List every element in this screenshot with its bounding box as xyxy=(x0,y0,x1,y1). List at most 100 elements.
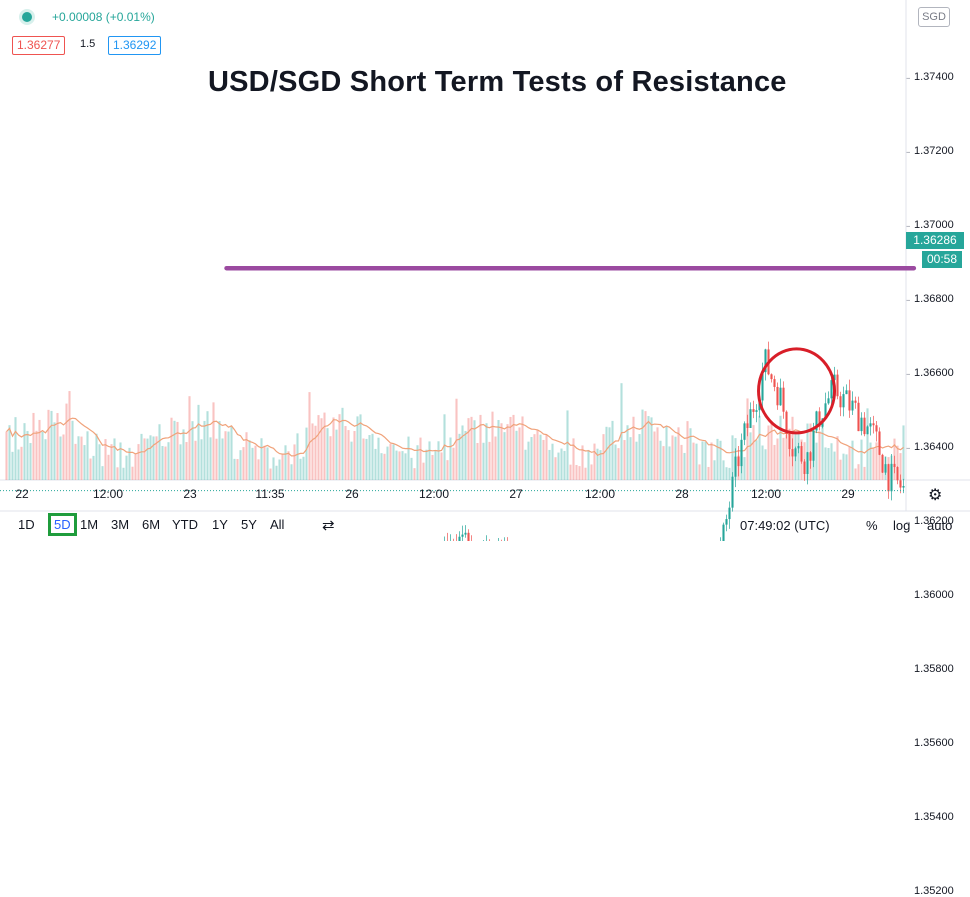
volume-bar xyxy=(701,441,704,480)
period-6m[interactable]: 6M xyxy=(142,517,161,532)
period-5y[interactable]: 5Y xyxy=(241,517,257,532)
volume-bar xyxy=(665,426,668,480)
volume-bar xyxy=(806,423,809,480)
y-tick-label: 1.35200 xyxy=(914,885,954,897)
volume-bar xyxy=(617,448,620,480)
volume-bar xyxy=(56,413,59,480)
volume-bar xyxy=(143,438,146,480)
volume-bar xyxy=(110,444,113,480)
volume-bar xyxy=(161,446,164,480)
volume-bar xyxy=(332,417,335,480)
candle-body xyxy=(890,463,893,492)
volume-bar xyxy=(830,443,833,480)
gear-icon[interactable]: ⚙ xyxy=(928,487,943,504)
period-ytd[interactable]: YTD xyxy=(172,517,198,532)
candle-body xyxy=(833,374,836,381)
candle-body xyxy=(785,411,788,434)
volume-bar xyxy=(80,436,83,480)
y-tick-label: 1.36800 xyxy=(914,293,954,306)
period-1d[interactable]: 1D xyxy=(18,517,35,532)
x-tick-label: 26 xyxy=(345,487,359,501)
volume-bar xyxy=(833,451,836,480)
volume-bar xyxy=(314,425,317,480)
candle-body xyxy=(806,452,809,474)
volume-bar xyxy=(587,449,590,480)
volume-bar xyxy=(596,448,599,480)
volume-bar xyxy=(113,438,116,480)
candle-body xyxy=(752,409,755,412)
spread-value: 1.5 xyxy=(80,38,96,50)
chart-svg xyxy=(0,0,970,541)
volume-bar xyxy=(191,421,194,480)
volume-bar xyxy=(104,439,107,480)
candle-body xyxy=(737,456,740,467)
candle-body xyxy=(800,446,803,462)
candle-body xyxy=(458,536,461,541)
candle-body xyxy=(824,403,827,419)
volume-bar xyxy=(557,452,560,480)
volume-bar xyxy=(623,440,626,480)
volume-bar xyxy=(302,456,305,480)
x-tick-label: 12:00 xyxy=(418,487,450,501)
volume-bar xyxy=(488,441,491,480)
volume-bar xyxy=(815,442,818,480)
volume-bar xyxy=(851,440,854,480)
candle-body xyxy=(764,349,767,373)
volume-bar xyxy=(221,438,224,480)
ask-price-button[interactable]: 1.36292 xyxy=(108,36,162,55)
volume-bar xyxy=(443,414,446,480)
period-5d[interactable]: 5D xyxy=(48,513,77,536)
bid-price-button[interactable]: 1.36277 xyxy=(12,36,66,55)
volume-bar xyxy=(164,446,167,480)
candle-body xyxy=(731,476,734,508)
volume-bar xyxy=(431,454,434,480)
candle-body xyxy=(875,425,878,432)
volume-bar xyxy=(899,453,902,480)
volume-bar xyxy=(614,444,617,480)
period-3m[interactable]: 3M xyxy=(111,517,130,532)
volume-bar xyxy=(137,444,140,480)
volume-bar xyxy=(17,449,20,480)
volume-bar xyxy=(326,428,329,480)
period-1y[interactable]: 1Y xyxy=(212,517,228,532)
volume-bar xyxy=(62,434,65,480)
candle-body xyxy=(725,519,728,525)
volume-bar xyxy=(581,445,584,480)
volume-bar xyxy=(26,431,29,480)
volume-bar xyxy=(743,457,746,480)
period-1m[interactable]: 1M xyxy=(80,517,99,532)
volume-bar xyxy=(305,427,308,480)
volume-bar xyxy=(506,424,509,480)
candle-body xyxy=(902,485,905,488)
volume-bar xyxy=(707,466,710,480)
volume-bar xyxy=(77,436,80,480)
compare-icon[interactable]: ⇄ xyxy=(322,517,335,534)
volume-bar xyxy=(299,458,302,480)
period-all[interactable]: All xyxy=(270,517,285,532)
currency-badge[interactable]: SGD xyxy=(918,7,950,27)
volume-bar xyxy=(773,444,776,480)
volume-bar xyxy=(47,409,50,480)
percent-toggle[interactable]: % xyxy=(866,518,878,533)
volume-bar xyxy=(626,425,629,480)
volume-bar xyxy=(53,422,56,480)
log-toggle[interactable]: log xyxy=(893,518,911,533)
volume-bar xyxy=(485,423,488,480)
candle-body xyxy=(461,534,464,537)
volume-bar xyxy=(644,411,647,480)
candle-body xyxy=(845,390,848,395)
volume-bar xyxy=(683,452,686,480)
candle-body xyxy=(827,398,830,404)
volume-bar xyxy=(368,435,371,480)
volume-bar xyxy=(629,437,632,480)
volume-bar xyxy=(407,436,410,480)
volume-bar xyxy=(236,459,239,480)
volume-bar xyxy=(554,457,557,480)
candle-body xyxy=(884,464,887,473)
volume-bar xyxy=(41,431,44,480)
auto-toggle[interactable]: auto xyxy=(927,518,953,533)
volume-bar xyxy=(563,450,566,480)
chart-title: USD/SGD Short Term Tests of Resistance xyxy=(208,66,787,98)
candle-body xyxy=(881,454,884,473)
volume-bar xyxy=(242,447,245,480)
